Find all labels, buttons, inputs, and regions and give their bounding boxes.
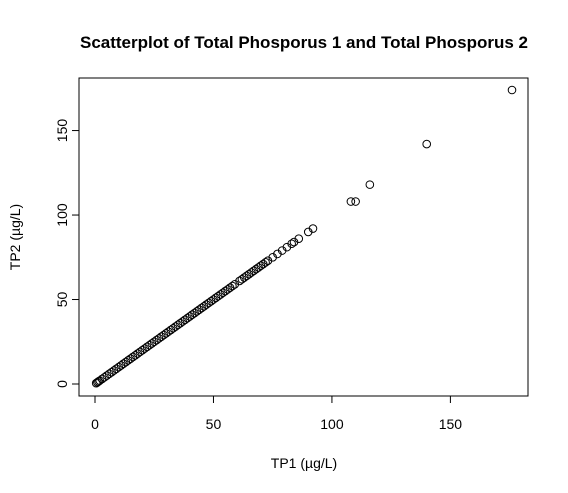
x-tick-label: 150 (439, 416, 463, 432)
x-axis-label: TP1 (µg/L) (271, 455, 337, 471)
data-point (365, 180, 375, 189)
data-point (261, 258, 270, 267)
chart-title: Scatterplot of Total Phosporus 1 and Tot… (80, 33, 528, 52)
y-axis: 0 50 100 150 (54, 119, 80, 388)
data-point (351, 197, 360, 206)
data-point (346, 197, 356, 206)
data-point (507, 85, 517, 95)
data-point (228, 281, 237, 291)
data-point (294, 234, 304, 243)
data-points (91, 85, 517, 388)
plot-frame (78, 77, 529, 397)
x-tick-label: 50 (206, 416, 222, 432)
data-point (287, 239, 296, 249)
y-tick-label: 150 (54, 119, 70, 143)
data-point (422, 139, 432, 149)
x-tick-label: 100 (320, 416, 344, 432)
y-tick-label: 50 (54, 292, 70, 308)
y-tick-label: 100 (54, 203, 70, 227)
y-axis-label: TP2 (µg/L) (7, 204, 23, 270)
x-tick-label: 0 (91, 416, 99, 432)
y-tick-label: 0 (54, 380, 70, 388)
x-axis: 0 50 100 150 (91, 395, 463, 432)
data-point (308, 224, 318, 233)
